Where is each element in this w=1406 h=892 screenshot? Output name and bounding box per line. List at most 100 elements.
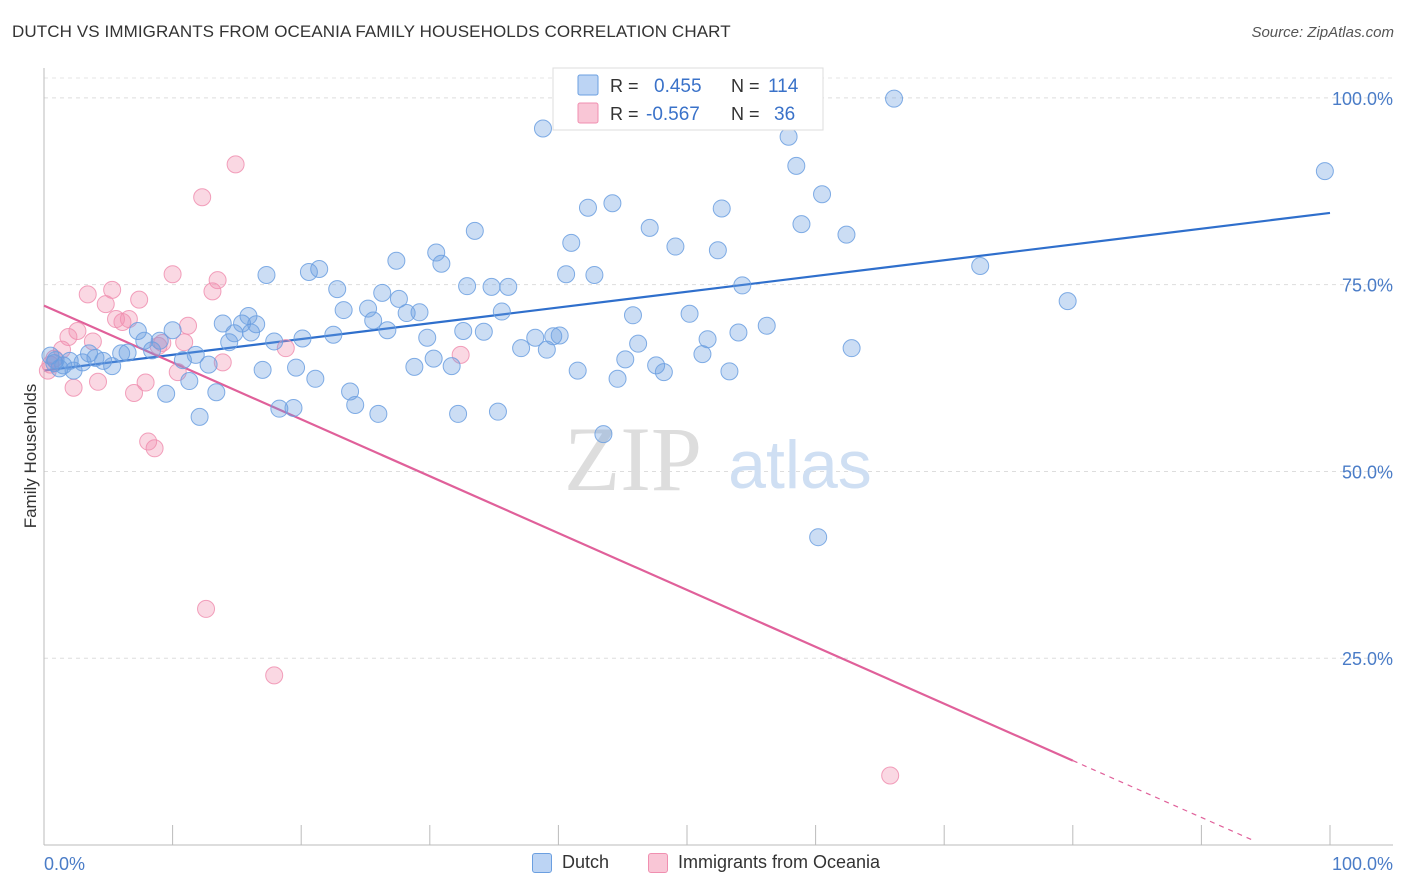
- dutch-point: [46, 351, 65, 370]
- dutch-point: [310, 259, 329, 278]
- dutch-point: [792, 215, 811, 234]
- dutch-point: [809, 528, 828, 547]
- dutch-point: [247, 315, 266, 334]
- dutch-point: [837, 225, 856, 244]
- dutch-point: [680, 304, 699, 323]
- dutch-point: [482, 277, 501, 296]
- dutch-point: [284, 398, 303, 417]
- dutch-point: [163, 321, 182, 340]
- dutch-point: [359, 299, 378, 318]
- legend-swatch-dutch: [577, 74, 599, 96]
- dutch-point: [442, 357, 461, 376]
- oceania-point: [64, 378, 83, 397]
- y-axis-label: Family Households: [21, 384, 40, 529]
- dutch-point: [387, 251, 406, 270]
- dutch-point: [693, 345, 712, 364]
- dutch-point: [397, 304, 416, 323]
- dutch-point: [257, 265, 276, 284]
- dutch-point: [454, 321, 473, 340]
- axes: [43, 68, 1393, 846]
- dutch-point: [213, 314, 232, 333]
- oceania-point: [136, 373, 155, 392]
- dutch-point: [458, 277, 477, 296]
- dutch-point: [720, 362, 739, 381]
- oceania-point: [119, 310, 138, 329]
- legend-r-value-oceania: -0.567: [646, 104, 700, 125]
- dutch-point: [328, 280, 347, 299]
- dutch-point: [199, 355, 218, 374]
- dutch-point: [80, 344, 99, 363]
- dutch-point: [544, 327, 563, 346]
- dutch-point: [729, 323, 748, 342]
- oceania-point: [881, 766, 900, 785]
- dutch-point: [585, 265, 604, 284]
- dutch-point: [787, 156, 806, 175]
- legend-r-label: R =: [610, 104, 639, 124]
- dutch-point: [629, 334, 648, 353]
- y-tick-label: 50.0%: [1342, 462, 1393, 482]
- oceania-point: [179, 316, 198, 335]
- oceania-point: [163, 265, 182, 284]
- oceania-trendline: [43, 304, 1074, 762]
- dutch-point: [499, 277, 518, 296]
- dutch-point: [341, 382, 360, 401]
- dutch-point: [60, 351, 79, 370]
- watermark-atlas: atlas: [728, 427, 872, 503]
- dutch-point: [492, 302, 511, 321]
- dutch-point: [128, 321, 147, 340]
- dutch-point: [135, 331, 154, 350]
- oceania-point: [208, 271, 227, 290]
- legend-swatch-oceania: [648, 852, 668, 873]
- dutch-point: [324, 325, 343, 344]
- oceania-point: [125, 383, 144, 402]
- legend-n-value-oceania: 36: [774, 104, 795, 125]
- dutch-point: [1315, 162, 1334, 181]
- dutch-point: [449, 404, 468, 423]
- dutch-point: [708, 241, 727, 260]
- dutch-point: [220, 333, 239, 352]
- legend-label-dutch: Dutch: [562, 852, 610, 872]
- dutch-point: [526, 328, 545, 347]
- dutch-point: [647, 356, 666, 375]
- dutch-point: [299, 262, 318, 281]
- dutch-point: [779, 127, 798, 146]
- dutch-point: [640, 218, 659, 237]
- dutch-point: [253, 360, 272, 379]
- dutch-point: [842, 339, 861, 358]
- dutch-point: [666, 237, 685, 256]
- dutch-point: [432, 254, 451, 273]
- y-tick-label: 75.0%: [1342, 276, 1393, 296]
- dutch-point: [103, 357, 122, 376]
- dutch-point: [971, 256, 990, 275]
- dutch-point: [190, 407, 209, 426]
- x-tick-labels: 0.0% 100.0%: [44, 854, 1393, 874]
- gridlines: [44, 77, 1393, 659]
- dutch-point: [488, 402, 507, 421]
- dutch-point: [287, 358, 306, 377]
- chart-title: DUTCH VS IMMIGRANTS FROM OCEANIA FAMILY …: [12, 22, 731, 41]
- dutch-point: [207, 383, 226, 402]
- oceania-point: [193, 188, 212, 207]
- legend-swatch-oceania: [577, 102, 599, 124]
- dutch-point: [150, 331, 169, 350]
- y-tick-labels: 25.0% 50.0% 75.0% 100.0%: [1332, 89, 1393, 669]
- y-tick-label: 100.0%: [1332, 89, 1393, 109]
- dutch-point: [885, 89, 904, 108]
- dutch-point: [698, 330, 717, 349]
- oceania-point: [139, 432, 158, 451]
- dutch-point: [118, 343, 137, 362]
- dutch-point: [424, 349, 443, 368]
- dutch-point: [378, 321, 397, 340]
- dutch-point: [623, 306, 642, 325]
- trendlines: [43, 211, 1331, 841]
- dutch-point: [373, 283, 392, 302]
- dutch-point: [364, 311, 383, 330]
- dutch-point: [562, 233, 581, 252]
- y-tick-label: 25.0%: [1342, 649, 1393, 669]
- x-tick-label: 100.0%: [1332, 854, 1393, 874]
- dutch-point: [1058, 292, 1077, 311]
- oceania-point: [276, 339, 295, 358]
- dutch-point: [94, 351, 113, 370]
- oceania-point: [68, 321, 87, 340]
- oceania-point: [78, 285, 97, 304]
